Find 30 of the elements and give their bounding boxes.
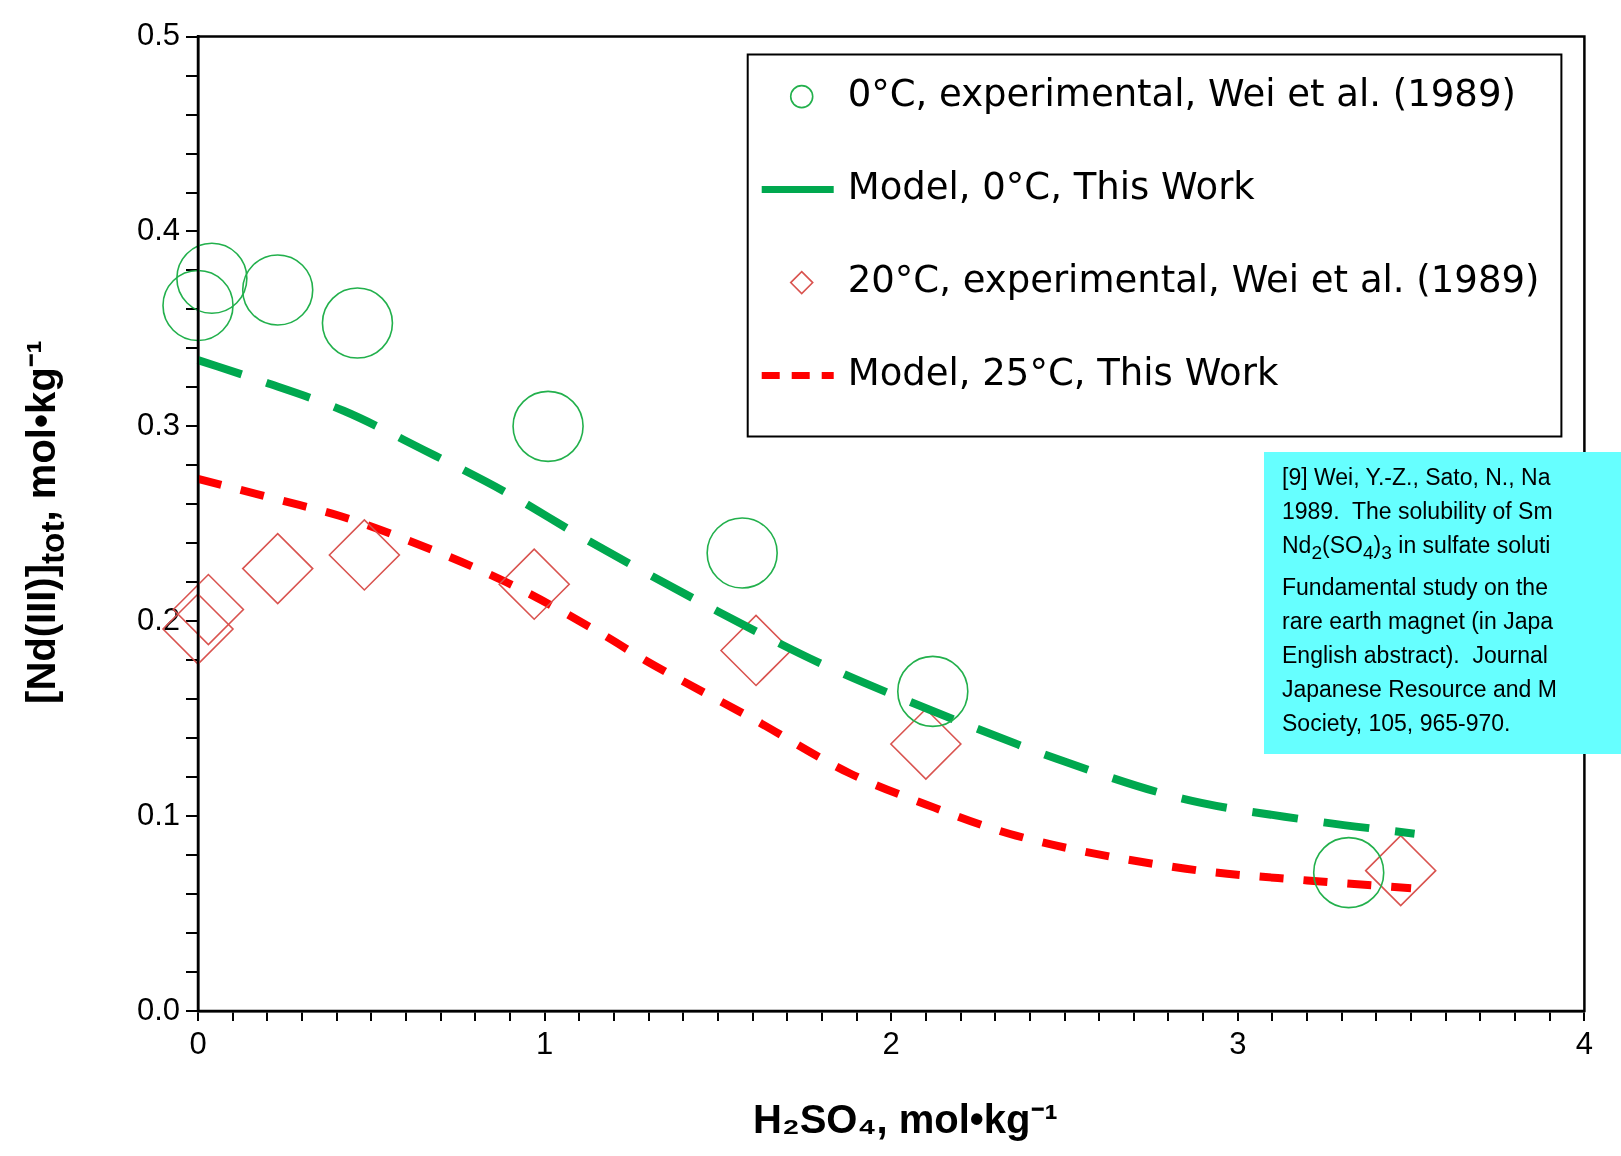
x-tick-label: 3 — [1229, 1026, 1247, 1062]
point — [241, 532, 314, 605]
point — [241, 254, 314, 326]
x-axis-title: H₂SO₄, mol•kg⁻¹ — [753, 1096, 1058, 1143]
x-tick-label: 2 — [882, 1026, 900, 1062]
point — [512, 390, 584, 463]
point — [328, 519, 401, 591]
point — [706, 517, 778, 589]
x-tick-label: 0 — [189, 1026, 207, 1062]
y-tick-label: 0.3 — [136, 406, 180, 442]
x-tick-label: 4 — [1575, 1026, 1594, 1062]
legend-label: 0°C, experimental, Wei et al. (1989) — [847, 72, 1516, 116]
legend-label: Model, 0°C, This Work — [847, 165, 1256, 209]
note-box: [9] Wei, Y.-Z., Sato, N., Na 1989. The solubility of Sm Nd$_{2}$(SO$_{4}$)$_{3}$ in sulfate soluti Fundamental study on the rare earth magnet (in Japa English abstract). Journal Japanese Resource and M Society, 105, 965-970. — [1264, 452, 1621, 754]
point — [890, 708, 962, 780]
point — [896, 655, 969, 728]
legend-label: 20°C, experimental, Wei et al. (1989) — [847, 258, 1540, 302]
point — [321, 287, 394, 359]
y-tick-label: 0.5 — [136, 17, 180, 53]
y-tick-label: 0.1 — [136, 796, 180, 832]
point — [176, 242, 248, 315]
x-tick-label: 1 — [535, 1026, 554, 1062]
point — [498, 548, 570, 621]
point — [1312, 836, 1385, 909]
y-tick-label: 0.4 — [136, 212, 180, 248]
legend-label: Model, 25°C, This Work — [847, 351, 1279, 395]
y-tick-label: 0.0 — [136, 991, 180, 1027]
point — [720, 614, 792, 687]
point — [162, 269, 234, 342]
point — [1364, 834, 1437, 907]
